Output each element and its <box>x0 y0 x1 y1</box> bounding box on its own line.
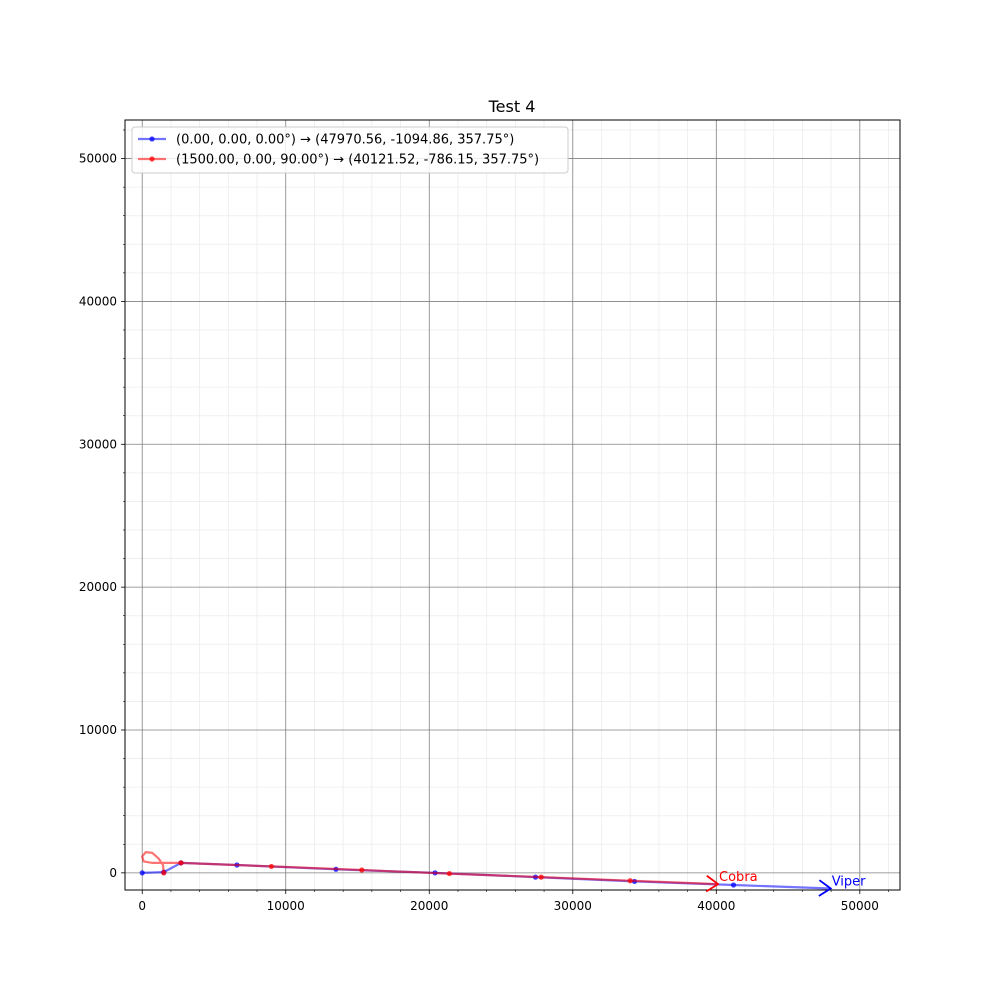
grid-layer <box>125 120 900 890</box>
data-point <box>446 870 452 877</box>
y-tick-label: 20000 <box>79 580 117 594</box>
series-2: Cobra <box>141 850 758 893</box>
series-layer: Viper Cobra <box>139 850 866 897</box>
heading-arrow-icon <box>705 875 720 893</box>
legend: (0.00, 0.00, 0.00°) → (47970.56, -1094.8… <box>131 126 569 174</box>
end-label: Viper <box>832 874 866 889</box>
y-tick-label: 0 <box>109 866 117 880</box>
data-point <box>730 882 737 888</box>
legend-swatch-marker <box>149 136 155 142</box>
heading-arrow-icon <box>818 879 833 897</box>
x-tick-label: 30000 <box>554 899 592 913</box>
axes-layer: 0 10000 20000 30000 40000 50000 0 10000 20000 300… <box>79 119 901 913</box>
series-line <box>141 850 719 886</box>
data-point <box>627 878 633 884</box>
x-tick-label: 40000 <box>697 899 735 913</box>
legend-box <box>131 126 569 174</box>
legend-label: (1500.00, 0.00, 90.00°) → (40121.52, -78… <box>176 153 539 168</box>
x-tick-label: 0 <box>138 899 146 913</box>
data-point <box>268 863 274 870</box>
legend-label: (0.00, 0.00, 0.00°) → (47970.56, -1094.8… <box>176 133 514 148</box>
y-tick-label: 50000 <box>79 152 117 166</box>
end-label: Cobra <box>719 870 758 885</box>
data-point <box>161 870 167 876</box>
x-tick-label: 50000 <box>841 899 879 913</box>
y-tick-label: 10000 <box>79 723 117 737</box>
data-point <box>178 860 184 866</box>
x-tick-label: 10000 <box>267 899 305 913</box>
y-tick-label: 30000 <box>79 437 117 451</box>
data-point <box>359 867 365 873</box>
x-tick-label: 20000 <box>410 899 448 913</box>
chart-title: Test 4 <box>488 97 536 116</box>
plot-frame <box>124 119 901 891</box>
data-point <box>538 874 544 880</box>
data-point <box>139 870 145 876</box>
legend-swatch-marker <box>149 156 155 162</box>
y-tick-label: 40000 <box>79 294 117 308</box>
